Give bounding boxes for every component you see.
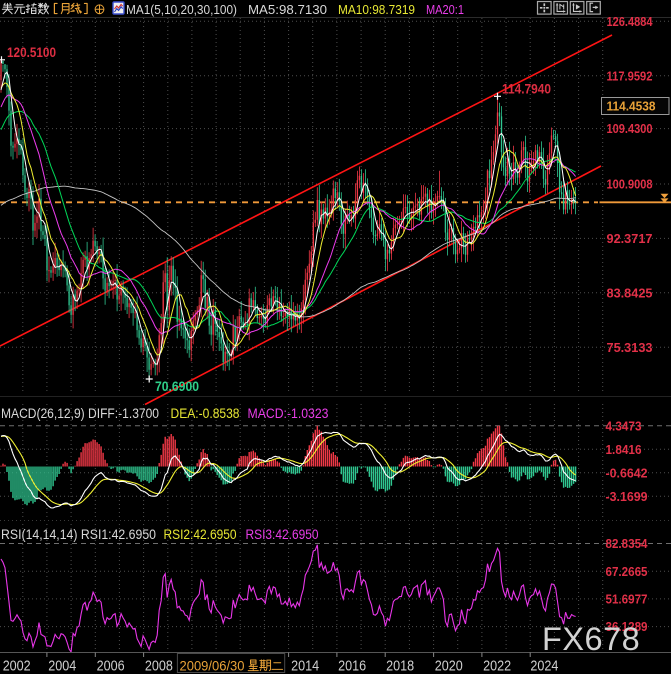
svg-text:MA5:98.7130: MA5:98.7130 xyxy=(248,2,327,17)
svg-text:MA10:98.7319: MA10:98.7319 xyxy=(338,2,415,17)
svg-text:-0.6642: -0.6642 xyxy=(606,465,648,480)
svg-text:2008: 2008 xyxy=(145,659,173,674)
svg-text:109.4300: 109.4300 xyxy=(607,121,653,136)
svg-text:RSI(14,14,14) RSI1:42.6950: RSI(14,14,14) RSI1:42.6950 xyxy=(1,527,156,542)
svg-text:MA1(5,10,20,30,100): MA1(5,10,20,30,100) xyxy=(126,2,237,17)
svg-text:2020: 2020 xyxy=(435,659,463,674)
svg-text:83.8425: 83.8425 xyxy=(607,285,653,300)
svg-text:FX678: FX678 xyxy=(542,621,640,657)
svg-text:1.8416: 1.8416 xyxy=(606,442,642,457)
svg-text:70.6900: 70.6900 xyxy=(155,379,199,394)
svg-text:120.5100: 120.5100 xyxy=(7,45,56,60)
svg-text:DEA:-0.8538: DEA:-0.8538 xyxy=(171,406,240,421)
svg-text:2002: 2002 xyxy=(3,659,31,674)
svg-text:126.4884: 126.4884 xyxy=(607,14,654,29)
svg-text:114.4538: 114.4538 xyxy=(607,99,656,114)
svg-text:2024: 2024 xyxy=(530,659,558,674)
svg-text:117.9592: 117.9592 xyxy=(607,68,653,83)
svg-text:36.1289: 36.1289 xyxy=(606,619,648,634)
svg-text:-3.1699: -3.1699 xyxy=(606,489,648,504)
svg-text:MACD:-1.0323: MACD:-1.0323 xyxy=(248,406,329,421)
svg-text:2009/06/30: 2009/06/30 xyxy=(180,658,245,674)
svg-text:RSI2:42.6950: RSI2:42.6950 xyxy=(164,527,237,542)
svg-text:2018: 2018 xyxy=(386,659,414,674)
svg-text:51.6977: 51.6977 xyxy=(606,592,648,607)
svg-text:114.7940: 114.7940 xyxy=(502,82,551,97)
svg-text:MA20:1: MA20:1 xyxy=(426,2,464,17)
svg-text:4.3473: 4.3473 xyxy=(606,418,642,433)
svg-text:2022: 2022 xyxy=(483,659,511,674)
svg-text:92.3717: 92.3717 xyxy=(607,231,653,246)
svg-text:75.3133: 75.3133 xyxy=(607,340,653,355)
svg-text:2014: 2014 xyxy=(291,659,319,674)
svg-text:MACD(26,12,9) DIFF:-1.3700: MACD(26,12,9) DIFF:-1.3700 xyxy=(1,406,159,421)
svg-text:67.2665: 67.2665 xyxy=(606,564,648,579)
svg-text:2016: 2016 xyxy=(338,659,366,674)
svg-text:100.9008: 100.9008 xyxy=(607,177,653,192)
svg-text:2004: 2004 xyxy=(48,659,76,674)
svg-text:2006: 2006 xyxy=(97,659,125,674)
svg-text:RSI3:42.6950: RSI3:42.6950 xyxy=(246,527,319,542)
svg-text:82.8354: 82.8354 xyxy=(606,536,649,551)
